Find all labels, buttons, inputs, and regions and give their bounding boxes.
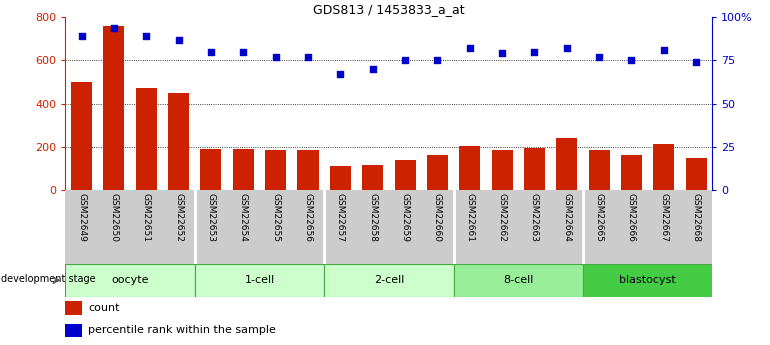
Point: [334, 71, 346, 77]
Point: [431, 58, 444, 63]
Title: GDS813 / 1453833_a_at: GDS813 / 1453833_a_at: [313, 3, 464, 16]
Text: development stage: development stage: [2, 274, 96, 284]
Point: [464, 46, 476, 51]
Point: [302, 54, 314, 60]
Text: GSM22658: GSM22658: [368, 193, 377, 242]
Point: [399, 58, 411, 63]
Text: GSM22665: GSM22665: [594, 193, 604, 242]
Bar: [195, 264, 324, 297]
Point: [690, 59, 702, 65]
Point: [561, 46, 573, 51]
Bar: [65, 324, 82, 337]
Text: GSM22660: GSM22660: [433, 193, 442, 242]
Text: GSM22659: GSM22659: [400, 193, 410, 242]
Point: [528, 49, 541, 55]
Bar: [685, 158, 707, 190]
Point: [172, 37, 185, 42]
Text: GSM22651: GSM22651: [142, 193, 151, 242]
Text: oocyte: oocyte: [112, 275, 149, 285]
Text: GSM22668: GSM22668: [691, 193, 701, 242]
Bar: [524, 148, 545, 190]
Text: 8-cell: 8-cell: [503, 275, 534, 285]
Point: [75, 33, 88, 39]
Bar: [297, 150, 319, 190]
Point: [593, 54, 605, 60]
Point: [140, 33, 152, 39]
Bar: [265, 150, 286, 190]
Bar: [588, 150, 610, 190]
Text: GSM22667: GSM22667: [659, 193, 668, 242]
Bar: [103, 26, 125, 190]
Point: [496, 51, 508, 56]
Bar: [556, 138, 578, 190]
Point: [270, 54, 282, 60]
Point: [237, 49, 249, 55]
Text: GSM22654: GSM22654: [239, 193, 248, 242]
Text: 2-cell: 2-cell: [373, 275, 404, 285]
Text: GSM22652: GSM22652: [174, 193, 183, 242]
Text: GSM22657: GSM22657: [336, 193, 345, 242]
Bar: [653, 145, 675, 190]
Bar: [65, 301, 82, 315]
Bar: [324, 264, 454, 297]
Point: [658, 47, 670, 53]
Text: GSM22656: GSM22656: [303, 193, 313, 242]
Bar: [71, 82, 92, 190]
Text: GSM22664: GSM22664: [562, 193, 571, 242]
Text: GSM22661: GSM22661: [465, 193, 474, 242]
Bar: [362, 165, 383, 190]
Point: [108, 25, 120, 30]
Point: [205, 49, 217, 55]
Bar: [427, 155, 448, 190]
Text: GSM22662: GSM22662: [497, 193, 507, 242]
Bar: [65, 264, 195, 297]
Bar: [459, 146, 480, 190]
Text: blastocyst: blastocyst: [619, 275, 676, 285]
Bar: [583, 264, 712, 297]
Text: GSM22650: GSM22650: [109, 193, 119, 242]
Text: GSM22666: GSM22666: [627, 193, 636, 242]
Point: [625, 58, 638, 63]
Text: GSM22655: GSM22655: [271, 193, 280, 242]
Bar: [200, 149, 222, 190]
Text: GSM22653: GSM22653: [206, 193, 216, 242]
Bar: [491, 150, 513, 190]
Bar: [621, 155, 642, 190]
Text: GSM22663: GSM22663: [530, 193, 539, 242]
Text: GSM22649: GSM22649: [77, 193, 86, 242]
Text: count: count: [88, 303, 119, 313]
Bar: [330, 166, 351, 190]
Bar: [394, 159, 416, 190]
Bar: [233, 149, 254, 190]
Bar: [136, 88, 157, 190]
Point: [367, 66, 379, 72]
Text: percentile rank within the sample: percentile rank within the sample: [88, 325, 276, 335]
Bar: [168, 93, 189, 190]
Text: 1-cell: 1-cell: [244, 275, 275, 285]
Bar: [454, 264, 583, 297]
